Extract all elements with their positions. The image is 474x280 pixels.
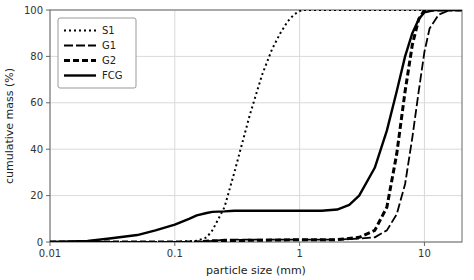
legend-swatch bbox=[64, 30, 96, 32]
legend-label: S1 bbox=[102, 25, 115, 36]
x-grid-line bbox=[174, 10, 175, 242]
plot-area bbox=[50, 10, 462, 242]
y-tick bbox=[46, 10, 50, 11]
legend-swatch bbox=[64, 59, 96, 62]
legend-label: G1 bbox=[102, 40, 116, 51]
series-line bbox=[50, 10, 462, 242]
x-tick-label: 1 bbox=[296, 248, 302, 259]
y-tick-label: 80 bbox=[30, 51, 43, 62]
y-tick bbox=[46, 149, 50, 150]
axes: 0.010.1110020406080100 bbox=[24, 5, 462, 260]
y-grid-line bbox=[50, 149, 462, 150]
x-tick-label: 0.01 bbox=[39, 248, 61, 259]
x-tick-label: 0.1 bbox=[167, 248, 183, 259]
x-tick bbox=[50, 242, 51, 246]
x-tick bbox=[424, 242, 425, 246]
legend: S1 G1 G2 FCG bbox=[58, 18, 136, 88]
series-line bbox=[50, 10, 462, 242]
y-grid-line bbox=[50, 102, 462, 103]
series-lines bbox=[50, 10, 462, 242]
y-tick-label: 20 bbox=[30, 190, 43, 201]
y-tick-label: 40 bbox=[30, 144, 43, 155]
legend-box bbox=[58, 18, 136, 88]
y-tick-label: 100 bbox=[24, 5, 43, 16]
x-tick bbox=[299, 242, 300, 246]
chart: 0.010.1110020406080100particle size (mm)… bbox=[0, 0, 474, 280]
y-axis-label: cumulative mass (%) bbox=[3, 68, 16, 184]
y-tick bbox=[46, 102, 50, 103]
y-tick bbox=[46, 195, 50, 196]
y-tick-label: 0 bbox=[37, 237, 43, 248]
y-tick bbox=[46, 242, 50, 243]
x-grid-line bbox=[299, 10, 300, 242]
series-line bbox=[50, 10, 462, 242]
x-tick-label: 10 bbox=[418, 248, 431, 259]
plot-frame bbox=[50, 10, 462, 242]
y-grid-line bbox=[50, 195, 462, 196]
legend-label: FCG bbox=[102, 70, 122, 81]
legend-swatch bbox=[64, 74, 96, 76]
legend-label: G2 bbox=[102, 55, 116, 66]
y-tick bbox=[46, 56, 50, 57]
series-line bbox=[50, 10, 462, 242]
y-tick-label: 60 bbox=[30, 97, 43, 108]
grid bbox=[50, 10, 462, 242]
x-grid-line bbox=[424, 10, 425, 242]
x-tick bbox=[174, 242, 175, 246]
x-axis-label: particle size (mm) bbox=[206, 264, 306, 277]
legend-swatch bbox=[64, 45, 96, 47]
